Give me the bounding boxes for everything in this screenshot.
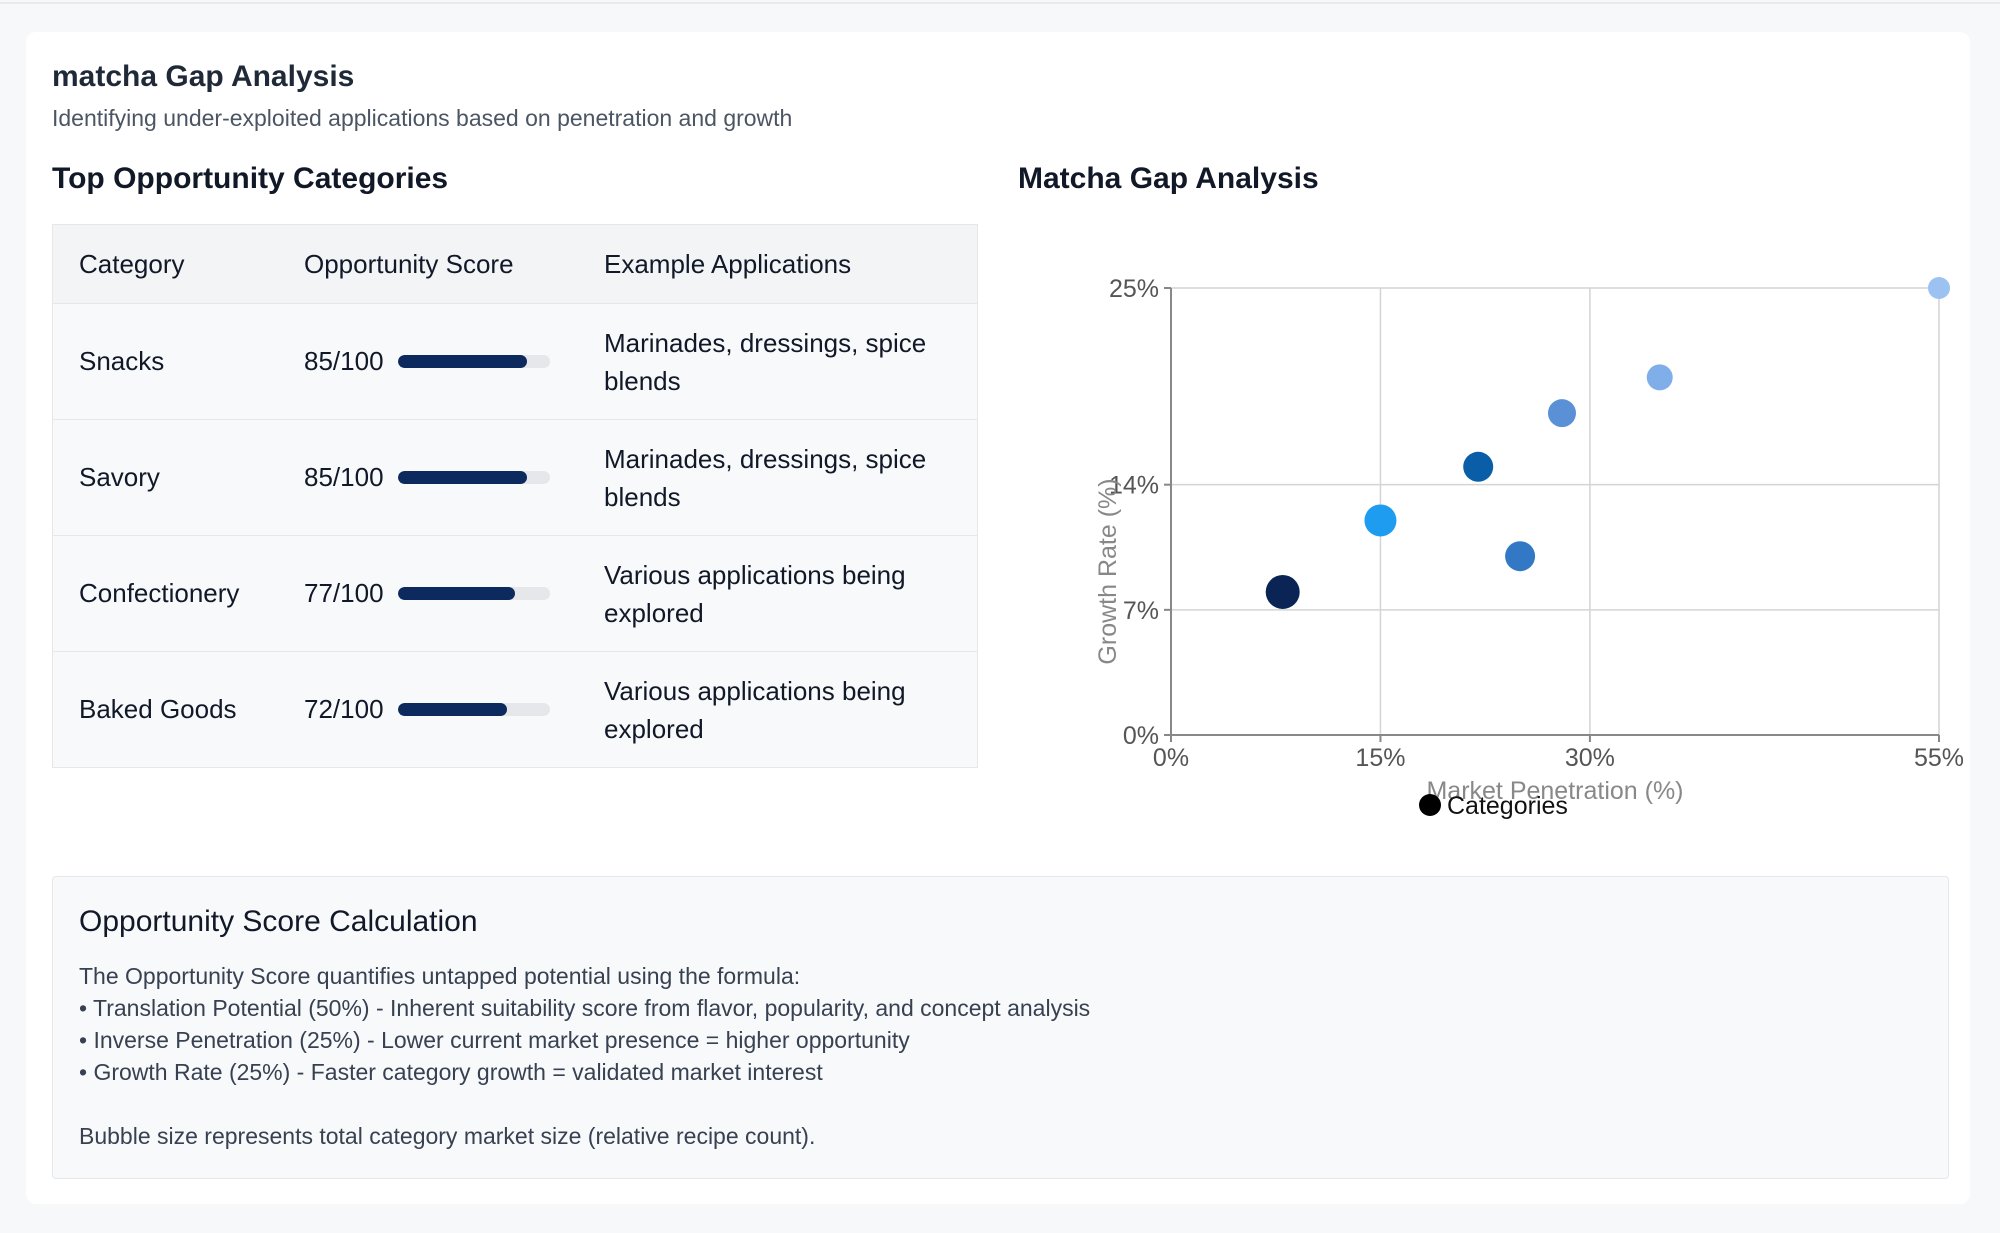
table-row: Savory 85/100 Marinades, dressings, spice …	[53, 420, 977, 536]
table-header: Category Opportunity Score Example Appli…	[53, 225, 977, 304]
calculation-intro: The Opportunity Score quantifies untappe…	[79, 963, 801, 989]
table-row: Confectionery 77/100 Various applications …	[53, 536, 977, 652]
score-bar-fill	[397, 587, 515, 600]
column-header-score: Opportunity Score	[304, 249, 514, 279]
scatter-chart: 0% 15% 30% 55% 0% 7% 14% 25% Market Penetration …	[1094, 275, 1964, 820]
data-point	[1463, 451, 1494, 482]
chart-title: Matcha Gap Analysis	[1018, 162, 1319, 195]
category-cell: Snacks	[79, 346, 165, 376]
opportunity-table: Category Opportunity Score Example Appli…	[52, 224, 978, 768]
score-bar-fill	[397, 355, 527, 368]
page-subtitle: Identifying under-exploited applications…	[52, 105, 793, 131]
x-tick-label: 30%	[1565, 744, 1615, 772]
score-bar-fill	[397, 703, 507, 716]
category-cell: Baked Goods	[79, 694, 237, 724]
x-tick-label: 55%	[1914, 744, 1964, 772]
category-cell: Savory	[79, 462, 160, 492]
y-tick-label: 14%	[1109, 472, 1159, 500]
x-tick-label: 0%	[1153, 744, 1189, 772]
analysis-card: matcha Gap Analysis Identifying under-ex…	[26, 32, 1970, 1204]
table-row: Baked Goods 72/100 Various applications be…	[53, 652, 977, 767]
data-point	[1505, 541, 1536, 572]
score-cell: 85/100	[304, 304, 550, 419]
score-cell: 72/100	[304, 652, 550, 767]
score-text: 72/100	[304, 694, 384, 724]
calculation-item: • Translation Potential (50%) - Inherent…	[79, 995, 1091, 1021]
page-title: matcha Gap Analysis	[52, 60, 355, 93]
column-header-applications: Example Applications	[604, 249, 852, 279]
score-bar-fill	[397, 471, 527, 484]
x-tick-label: 15%	[1355, 744, 1405, 772]
category-cell: Confectionery	[79, 578, 240, 608]
applications-cell: Various applications being explored	[604, 676, 906, 744]
y-tick-label: 7%	[1123, 597, 1159, 625]
applications-cell: Marinades, dressings, spice blends	[604, 444, 927, 512]
calculation-title: Opportunity Score Calculation	[79, 905, 478, 938]
score-text: 85/100	[304, 462, 384, 492]
table-body: Snacks 85/100 Marinades, dressings, spice …	[53, 304, 977, 767]
score-cell: 77/100	[304, 536, 550, 651]
data-point	[1646, 364, 1673, 391]
score-cell: 85/100	[304, 420, 550, 535]
column-header-category: Category	[79, 249, 185, 279]
y-tick-label: 0%	[1123, 722, 1159, 750]
score-text: 85/100	[304, 346, 384, 376]
score-bar-track	[397, 355, 550, 368]
data-point	[1364, 504, 1397, 537]
table-row: Snacks 85/100 Marinades, dressings, spice …	[53, 304, 977, 420]
score-bar-track	[397, 471, 550, 484]
calculation-note: Bubble size represents total category ma…	[79, 1123, 816, 1149]
calculation-panel: Opportunity Score Calculation The Opport…	[52, 876, 1949, 1179]
score-bar-track	[397, 587, 550, 600]
applications-cell: Marinades, dressings, spice blends	[604, 328, 927, 396]
data-point	[1265, 574, 1300, 609]
applications-cell: Various applications being explored	[604, 560, 906, 628]
legend-label: Categories	[1447, 792, 1568, 820]
top-divider	[0, 2, 2000, 4]
calculation-item: • Growth Rate (25%) - Faster category gr…	[79, 1059, 823, 1085]
y-tick-label: 25%	[1109, 275, 1159, 303]
data-point	[1547, 399, 1576, 428]
table-heading: Top Opportunity Categories	[52, 162, 449, 195]
y-axis-label: Growth Rate (%)	[1094, 478, 1122, 664]
legend-marker	[1419, 794, 1441, 816]
x-axis-label: Market Penetration (%)	[1426, 777, 1683, 805]
score-text: 77/100	[304, 578, 384, 608]
data-point	[1928, 277, 1950, 299]
score-bar-track	[397, 703, 550, 716]
calculation-item: • Inverse Penetration (25%) - Lower curr…	[79, 1027, 910, 1053]
